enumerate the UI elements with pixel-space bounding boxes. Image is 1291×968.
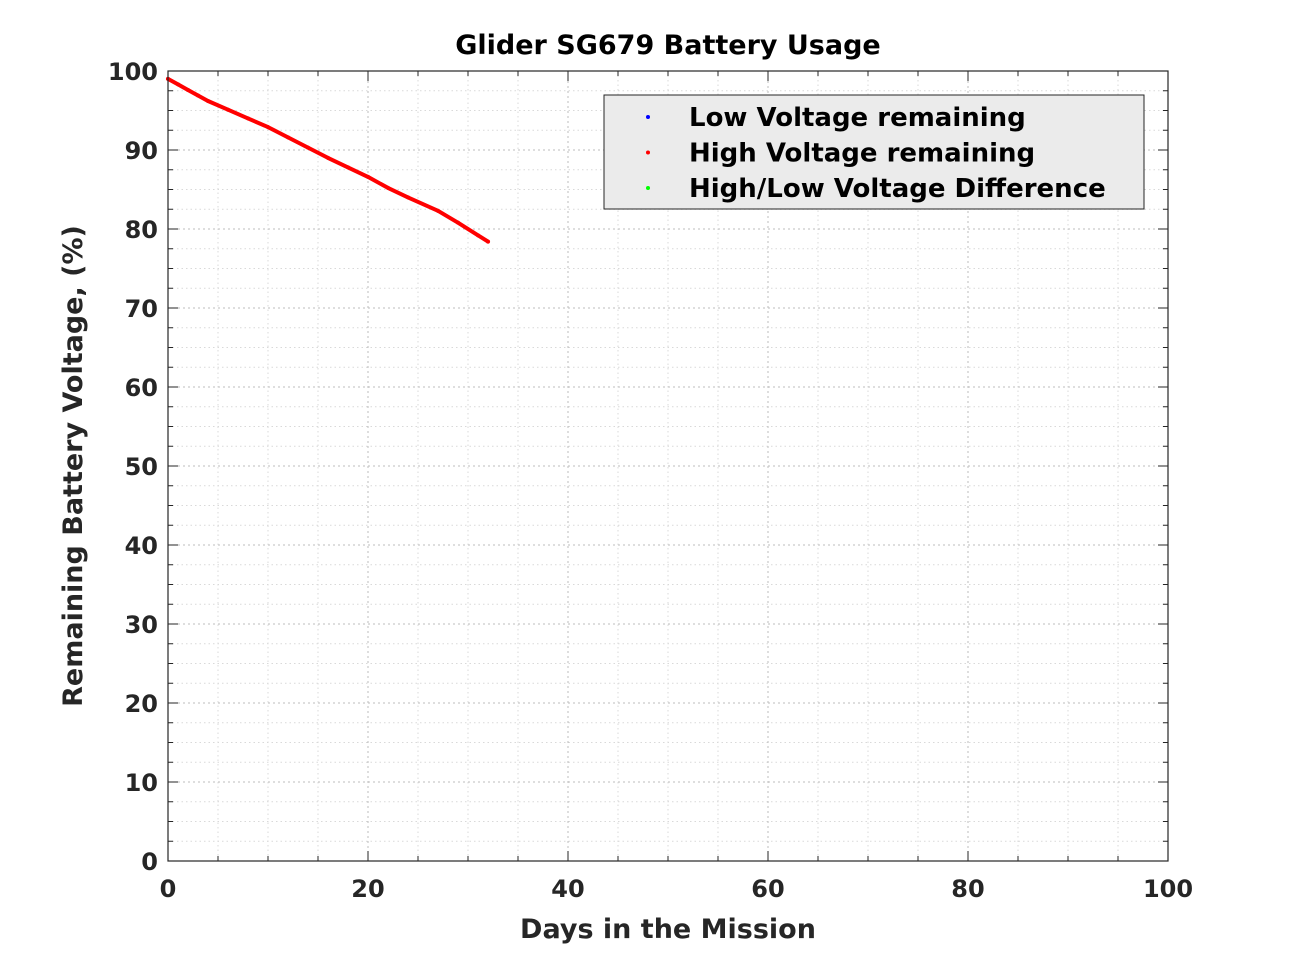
legend: Low Voltage remaining High Voltage remain… (603, 94, 1145, 210)
data-point (196, 93, 200, 98)
legend-marker (646, 186, 650, 190)
data-point (206, 99, 210, 104)
y-tick-label: 80 (125, 216, 158, 244)
y-axis-title: Remaining Battery Voltage, (%) (58, 225, 89, 707)
data-point (476, 233, 480, 238)
data-point (366, 174, 370, 179)
data-point (486, 239, 490, 244)
y-tick-label: 10 (125, 769, 158, 797)
y-tick-label: 40 (125, 532, 158, 560)
y-tick-label: 0 (141, 848, 158, 876)
data-point (326, 155, 330, 160)
y-tick-label: 90 (125, 137, 158, 165)
y-tick-label: 50 (125, 453, 158, 481)
legend-label: Low Voltage remaining (689, 103, 1026, 133)
data-point (186, 87, 190, 92)
y-tick-label: 20 (125, 690, 158, 718)
data-point (436, 208, 440, 213)
data-point (306, 145, 310, 150)
x-tick-label: 20 (351, 875, 384, 903)
axis-ticks (167, 70, 1169, 862)
legend-box (603, 94, 1145, 210)
data-point (266, 125, 270, 130)
x-tick-label: 40 (551, 875, 584, 903)
data-point (226, 107, 230, 112)
x-tick-label: 0 (160, 875, 177, 903)
x-tick-label: 100 (1143, 875, 1193, 903)
y-tick-label: 100 (108, 58, 158, 86)
y-tick-label: 70 (125, 295, 158, 323)
legend-marker (646, 150, 650, 155)
legend-label: High/Low Voltage Difference (689, 174, 1106, 204)
data-point (246, 116, 250, 121)
data-point (386, 185, 390, 190)
chart-title: Glider SG679 Battery Usage (455, 30, 881, 61)
series-line (166, 76, 490, 244)
data-series (166, 76, 490, 244)
data-point (286, 135, 290, 140)
x-tick-label: 60 (751, 875, 784, 903)
y-tick-labels: 0 10 20 30 40 50 60 70 80 90 100 (108, 58, 158, 876)
y-tick-label: 30 (125, 611, 158, 639)
y-tick-label: 60 (125, 374, 158, 402)
data-point (456, 220, 460, 225)
x-tick-label: 80 (951, 875, 984, 903)
x-tick-labels: 0 20 40 60 80 100 (160, 875, 1193, 903)
legend-label: High Voltage remaining (689, 139, 1035, 169)
data-point (176, 82, 180, 87)
legend-marker (646, 115, 650, 119)
data-point (346, 165, 350, 170)
data-point (406, 195, 410, 200)
x-axis-title: Days in the Mission (520, 914, 816, 945)
